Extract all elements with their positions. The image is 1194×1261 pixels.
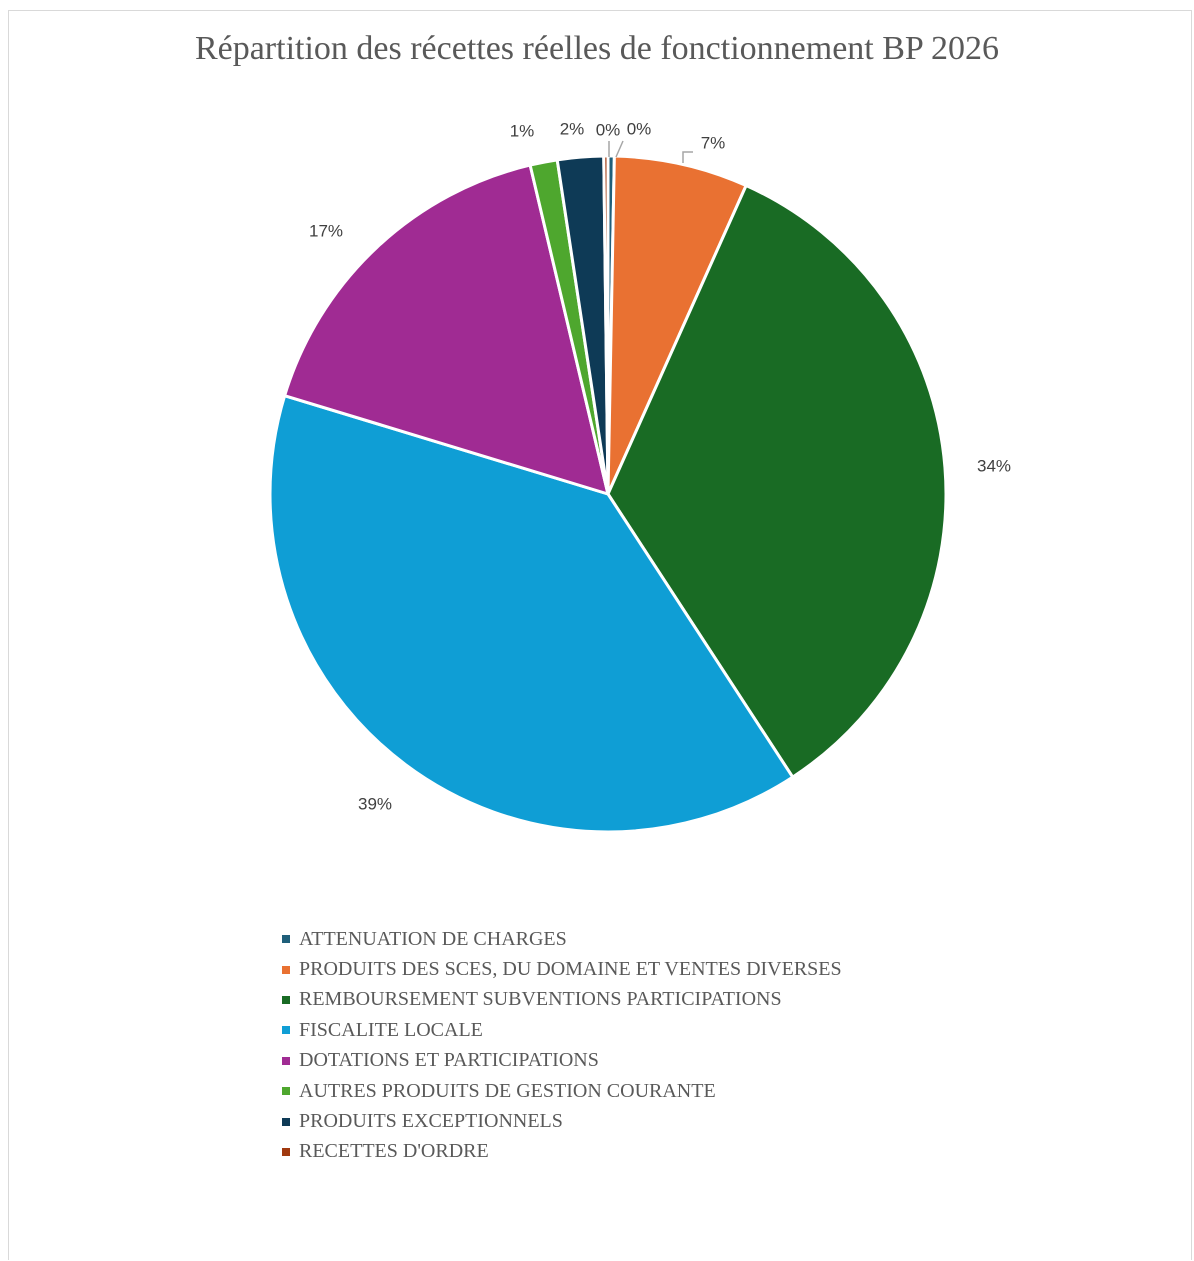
legend-item: RECETTES D'ORDRE — [282, 1137, 842, 1167]
data-label-1: 0% — [627, 119, 652, 138]
legend-label: ATTENUATION DE CHARGES — [299, 927, 567, 950]
data-label-6: 1% — [510, 121, 535, 140]
legend-label: RECETTES D'ORDRE — [299, 1140, 489, 1163]
chart-title: Répartition des récettes réelles de fonc… — [194, 30, 1000, 67]
legend-label: PRODUITS EXCEPTIONNELS — [299, 1110, 563, 1133]
legend-swatch — [282, 935, 290, 944]
legend-item: REMBOURSEMENT SUBVENTIONS PARTICIPATIONS — [282, 985, 842, 1015]
pie-slice-4 — [268, 394, 795, 834]
legend-item: DOTATIONS ET PARTICIPATIONS — [282, 1046, 842, 1076]
legend-item: PRODUITS EXCEPTIONNELS — [282, 1106, 842, 1136]
legend-swatch — [282, 965, 290, 974]
legend-item: FISCALITE LOCALE — [282, 1015, 842, 1045]
pie-chart: 0% 7% 34% 39% 17% 1% 2% 0% — [268, 119, 1011, 834]
legend-label: FISCALITE LOCALE — [299, 1018, 483, 1041]
legend-item: PRODUITS DES SCES, DU DOMAINE ET VENTES … — [282, 954, 842, 984]
pie-slice-5 — [283, 163, 610, 496]
pie-slice-8 — [602, 154, 610, 496]
legend-item: AUTRES PRODUITS DE GESTION COURANTE — [282, 1076, 842, 1106]
legend-label: AUTRES PRODUITS DE GESTION COURANTE — [299, 1079, 716, 1102]
legend-swatch — [282, 1147, 290, 1156]
data-label-4: 39% — [358, 794, 392, 813]
legend-swatch — [282, 1087, 290, 1096]
data-label-7: 2% — [560, 119, 585, 138]
legend-swatch — [282, 995, 290, 1004]
legend-label: PRODUITS DES SCES, DU DOMAINE ET VENTES … — [299, 958, 842, 981]
chart-legend: ATTENUATION DE CHARGES PRODUITS DES SCES,… — [282, 924, 842, 1167]
data-label-8: 0% — [596, 120, 621, 139]
pie-slice-3 — [606, 184, 948, 779]
legend-swatch — [282, 1026, 290, 1035]
legend-label: DOTATIONS ET PARTICIPATIONS — [299, 1049, 599, 1072]
legend-swatch — [282, 1056, 290, 1065]
data-label-2: 7% — [701, 133, 726, 152]
legend-label: REMBOURSEMENT SUBVENTIONS PARTICIPATIONS — [299, 988, 782, 1011]
legend-item: ATTENUATION DE CHARGES — [282, 924, 842, 954]
label-leader-line-2 — [682, 151, 693, 163]
legend-swatch — [282, 1117, 290, 1126]
data-label-5: 17% — [309, 221, 343, 240]
data-label-3: 34% — [977, 456, 1011, 475]
label-leader-line-1 — [615, 140, 624, 158]
chart-frame — [8, 10, 1192, 1260]
